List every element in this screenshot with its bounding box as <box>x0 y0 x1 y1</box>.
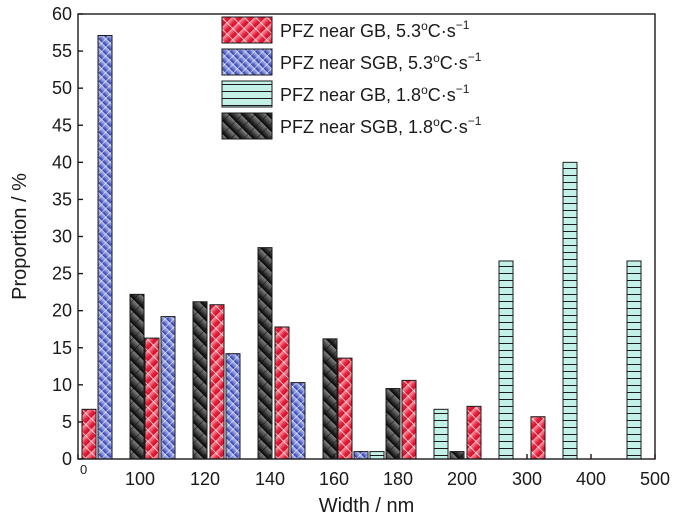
legend-label: PFZ near GB, 5.3oC·s−1 <box>280 18 470 41</box>
x-tick-label: 400 <box>576 469 606 489</box>
legend: PFZ near GB, 5.3oC·s−1 PFZ near SGB, 5.3o… <box>221 16 482 140</box>
bar-s1-g4 <box>353 451 369 460</box>
bar-s3-g4 <box>385 388 401 460</box>
legend-swatch <box>221 80 273 108</box>
legend-swatch <box>221 48 273 76</box>
bar-s0-g1 <box>144 337 160 460</box>
x-tick-label: 120 <box>190 469 220 489</box>
bar-s0-g2 <box>209 304 225 460</box>
bar-s0-g4 <box>337 357 353 460</box>
bar-s3-g0 <box>129 293 145 460</box>
bar-s3-g3 <box>322 338 338 460</box>
bar-s0-g3 <box>274 326 290 460</box>
x-tick-label: 500 <box>640 469 670 489</box>
bar-s0-g6 <box>466 405 482 460</box>
y-tick-label: 30 <box>52 227 72 247</box>
x-tick-label: 140 <box>255 469 285 489</box>
y-tick-label: 5 <box>62 412 72 432</box>
x-tick-label: 160 <box>319 469 349 489</box>
x-tick-label: 300 <box>512 469 542 489</box>
y-tick-label: 0 <box>62 449 72 469</box>
y-tick-label: 10 <box>52 375 72 395</box>
x-tick-label: 100 <box>125 469 155 489</box>
x-tick-label: 200 <box>447 469 477 489</box>
bar-s0-g7 <box>530 416 546 460</box>
bar-s1-g1 <box>160 316 176 460</box>
y-tick-label: 45 <box>52 115 72 135</box>
bar-s2-g8 <box>626 260 642 460</box>
bar-s2-g7 <box>562 161 578 460</box>
x-tick-label: 180 <box>383 469 413 489</box>
legend-label: PFZ near GB, 1.8oC·s−1 <box>280 82 470 105</box>
legend-label: PFZ near SGB, 5.3oC·s−1 <box>280 50 482 73</box>
axes: 0 5 10 15 20 25 30 35 40 45 50 55 60 0 100 120 140 160 180… <box>9 4 670 517</box>
y-tick-label: 35 <box>52 189 72 209</box>
y-tick-label: 15 <box>52 338 72 358</box>
bar-s2-g4 <box>369 451 385 460</box>
bar-s2-g6 <box>498 260 514 460</box>
x-axis-title: Width / nm <box>319 495 415 517</box>
legend-swatch <box>221 16 273 44</box>
bar-s3-g1 <box>192 301 208 460</box>
bar-s0-g0 <box>81 408 97 460</box>
y-tick-label: 55 <box>52 41 72 61</box>
legend-label: PFZ near SGB, 1.8oC·s−1 <box>280 114 482 137</box>
y-tick-label: 20 <box>52 301 72 321</box>
bar-s1-g2 <box>225 353 241 460</box>
y-tick-label: 60 <box>52 4 72 24</box>
x-tick-label: 0 <box>80 462 87 477</box>
y-tick-label: 50 <box>52 78 72 98</box>
bar-s1-g0 <box>97 35 113 460</box>
bar-s0-g5 <box>401 379 417 460</box>
y-tick-label: 25 <box>52 264 72 284</box>
bar-s2-g5 <box>433 408 449 460</box>
legend-swatch <box>221 112 273 140</box>
bar-series-group <box>81 35 642 460</box>
y-tick-label: 40 <box>52 152 72 172</box>
bar-s1-g3 <box>290 382 306 460</box>
bar-s3-g2 <box>257 247 273 460</box>
y-axis-title: Proportion / % <box>9 173 31 300</box>
